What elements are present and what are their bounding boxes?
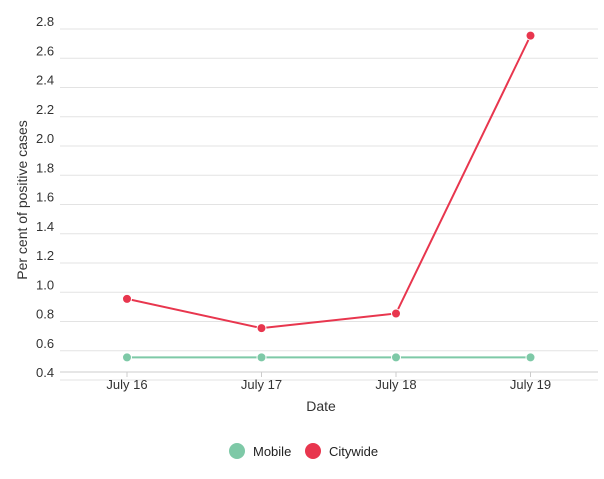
y-tick-label: 1.0	[36, 277, 54, 292]
legend-swatch	[305, 443, 321, 459]
y-tick-label: 2.6	[36, 43, 54, 58]
legend-item-mobile[interactable]: Mobile	[229, 443, 291, 459]
y-tick-label: 1.6	[36, 190, 54, 205]
data-point-mobile[interactable]	[256, 352, 267, 363]
data-point-mobile[interactable]	[122, 352, 132, 363]
data-point-citywide[interactable]	[256, 323, 267, 334]
gridlines	[60, 28, 598, 381]
legend[interactable]: Mobile Citywide	[229, 443, 378, 459]
data-point-citywide[interactable]	[391, 308, 401, 319]
x-tick-label: July 16	[106, 377, 147, 392]
y-tick-label: 1.4	[36, 219, 54, 234]
y-axis: 0.4 0.6 0.8 1.0 1.2 1.4 1.6 1.8 2.0 2.2 2.4 2.6 2.8	[36, 14, 54, 380]
legend-item-citywide[interactable]: Citywide	[305, 443, 378, 459]
x-tick-label: July 17	[241, 377, 282, 392]
series-group	[122, 30, 536, 363]
y-tick-label: 2.0	[36, 131, 54, 146]
y-tick-label: 0.6	[36, 336, 54, 351]
x-axis: July 16 July 17 July 18 July 19	[106, 372, 551, 392]
data-point-citywide[interactable]	[525, 30, 536, 41]
y-tick-label: 2.2	[36, 102, 54, 117]
x-axis-title: Date	[306, 398, 336, 414]
y-tick-label: 2.4	[36, 73, 54, 88]
x-tick-label: July 19	[510, 377, 551, 392]
series-line-citywide	[126, 35, 532, 330]
legend-label: Mobile	[253, 444, 291, 459]
legend-label: Citywide	[329, 444, 378, 459]
data-point-mobile[interactable]	[525, 352, 536, 363]
y-axis-title: Per cent of positive cases	[14, 120, 30, 280]
y-tick-label: 1.8	[36, 160, 54, 175]
y-tick-label: 0.8	[36, 307, 54, 322]
legend-swatch	[229, 443, 245, 459]
x-tick-label: July 18	[375, 377, 416, 392]
y-tick-label: 0.4	[36, 365, 54, 380]
y-tick-label: 1.2	[36, 248, 54, 263]
data-point-citywide[interactable]	[122, 293, 132, 304]
data-point-mobile[interactable]	[391, 352, 401, 363]
y-tick-label: 2.8	[36, 14, 54, 29]
